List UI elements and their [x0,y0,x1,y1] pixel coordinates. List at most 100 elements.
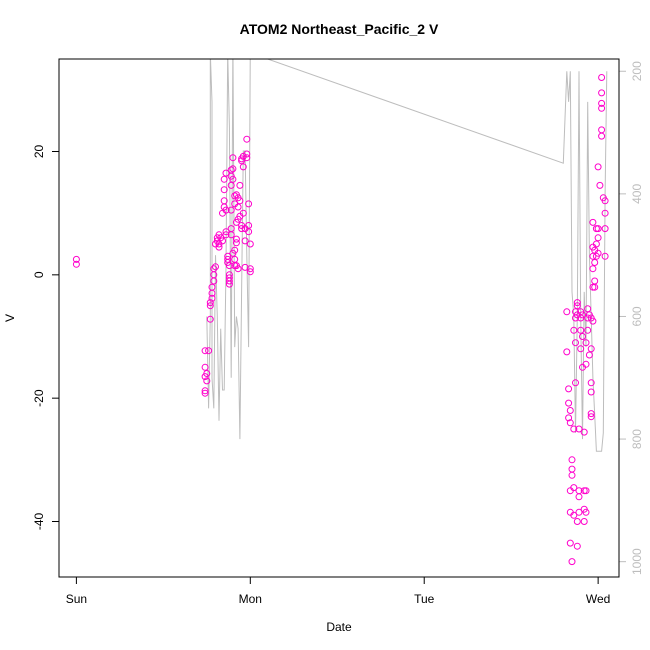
data-point [234,265,242,273]
data-point [598,74,606,81]
depth-line-layer [206,59,608,452]
data-point [580,428,588,436]
data-point [225,262,233,270]
data-point [566,539,574,547]
data-point [231,192,239,200]
data-point [589,317,597,325]
y-tick-label: -40 [32,513,46,531]
data-point [227,225,235,233]
data-point [573,302,581,310]
data-point [201,387,209,395]
data-point [225,277,233,285]
data-point [587,388,595,396]
data-point [227,166,235,174]
data-point [243,150,251,158]
data-point [587,413,595,421]
data-point [568,471,576,479]
y2-tick-label: 600 [630,306,644,326]
data-point [575,508,583,516]
axes-layer: Sun Mon Tue Wed -40 -20 0 20 200 400 600 800 1000 [32,61,644,606]
data-point [601,252,609,260]
data-point [570,425,578,433]
data-point [566,407,574,414]
data-point [591,283,599,291]
data-point [234,203,242,211]
data-point [579,311,586,319]
y-tick-label: 0 [32,271,46,278]
y2-tick-label: 400 [630,184,644,204]
data-point [572,379,579,387]
data-point [206,315,214,323]
data-point [239,152,247,160]
data-point [201,389,209,397]
y-axis-label: V [3,314,17,322]
data-point [563,308,571,316]
data-point [587,379,595,387]
data-point [601,225,609,233]
y2-tick-label: 1000 [630,548,644,575]
y2-tick-label: 200 [630,61,644,81]
data-point [568,558,576,566]
data-point [210,265,218,273]
data-point [212,263,219,271]
data-point [573,299,581,307]
data-point [601,197,609,205]
data-point [598,99,606,107]
x-tick-label: Wed [586,592,610,606]
data-point [239,163,247,171]
data-point [206,302,214,310]
data-point [570,484,578,492]
data-point [579,333,586,340]
data-point [592,240,600,248]
data-point [577,345,585,353]
data-point [573,542,581,550]
data-point [241,263,249,271]
data-point [238,157,246,165]
data-point [598,132,606,140]
data-point [246,265,254,273]
data-point [224,255,232,263]
data-point [222,206,230,214]
data-point [222,228,230,236]
data-point [229,154,237,162]
data-point [229,175,237,183]
data-point [227,231,235,239]
data-point [203,377,211,385]
data-point [225,280,233,288]
data-point [589,252,597,260]
data-point [72,260,80,268]
y2-tick-label: 800 [630,429,644,449]
data-point [572,339,579,347]
data-point [208,294,216,302]
data-point [227,181,235,189]
data-point [236,197,244,205]
data-point [594,234,602,242]
data-point [587,345,595,353]
x-axis-label: Date [326,620,352,634]
data-point [582,508,590,516]
data-point [568,456,576,464]
y-tick-label: -20 [32,389,46,407]
data-point [565,385,573,393]
data-point [241,237,249,245]
data-point [231,255,239,263]
data-point [236,181,244,189]
data-point [598,104,606,112]
data-point [220,186,228,194]
data-point [215,243,223,251]
data-point [589,265,597,273]
data-point [201,363,209,371]
data-point [222,169,230,177]
data-point [573,518,581,525]
data-point [575,425,583,433]
data-point [594,249,602,257]
data-point [72,255,80,263]
data-point [229,165,237,173]
depth-line [206,59,608,452]
data-point [598,89,606,97]
data-point [239,209,247,217]
data-point [231,246,239,254]
chart-title: ATOM2 Northeast_Pacific_2 V [240,21,439,37]
data-point [601,209,609,217]
